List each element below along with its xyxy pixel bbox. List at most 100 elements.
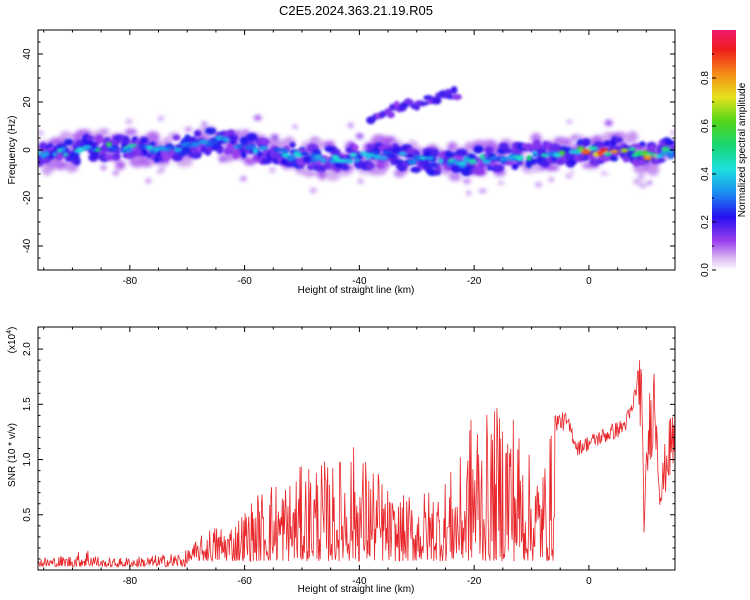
- heatmap-cell: [242, 129, 250, 135]
- heatmap-cell: [229, 139, 236, 145]
- heatmap-cell: [283, 148, 289, 154]
- snr-multiplier: (x104): [6, 327, 18, 354]
- heatmap-cell: [59, 131, 72, 141]
- x-tick-label: 0: [586, 276, 592, 287]
- heatmap-cell: [425, 156, 435, 161]
- heatmap-cell: [303, 170, 316, 177]
- y-tick-label: -20: [22, 190, 33, 205]
- x-tick-label: -40: [352, 276, 367, 287]
- y-tick-label: -40: [22, 238, 33, 253]
- heatmap-cell: [245, 132, 258, 142]
- heatmap-cell: [160, 167, 165, 172]
- heatmap-cell: [539, 166, 544, 171]
- x-tick-label: -80: [123, 576, 138, 587]
- heatmap-cell: [463, 178, 471, 184]
- heatmap-cell: [300, 151, 310, 157]
- heatmap-cell: [254, 115, 262, 121]
- heatmap-cell: [466, 191, 471, 195]
- heatmap-cell: [438, 158, 444, 164]
- x-tick-label: -60: [237, 576, 252, 587]
- heatmap-cell: [309, 153, 316, 159]
- heatmap-cell: [498, 156, 509, 162]
- heatmap-cell: [38, 142, 48, 152]
- heatmap-cell: [227, 134, 239, 142]
- heatmap-cell: [320, 158, 327, 163]
- heatmap-cell: [366, 144, 377, 150]
- heatmap-cell: [459, 161, 467, 165]
- heatmap-cell: [654, 154, 663, 159]
- heatmap-cell: [643, 155, 652, 161]
- heatmap-cell: [345, 155, 352, 159]
- heatmap-cell: [532, 153, 539, 158]
- heatmap-cell: [246, 144, 257, 149]
- heatmap-cell: [600, 171, 609, 176]
- heatmap-cell: [421, 101, 429, 106]
- heatmap-cell: [490, 156, 499, 160]
- snr-series-line: [38, 360, 675, 569]
- heatmap-cell: [52, 152, 58, 157]
- heatmap-cell: [515, 155, 524, 162]
- heatmap-cell: [488, 153, 497, 158]
- heatmap-cell: [604, 120, 613, 126]
- heatmap-cell: [581, 149, 591, 155]
- heatmap-cell: [555, 158, 566, 166]
- colorbar-tick-label: 0.8: [700, 71, 711, 85]
- heatmap-cell: [526, 155, 532, 161]
- heatmap-cell: [73, 156, 81, 166]
- heatmap-cell: [210, 139, 219, 146]
- figure-title: C2E5.2024.363.21.19.R05: [279, 3, 433, 18]
- heatmap-cell: [439, 90, 446, 95]
- spectrogram-ylabel: Frequency (Hz): [7, 116, 18, 185]
- x-tick-label: -40: [352, 576, 367, 587]
- heatmap-cell: [106, 142, 112, 147]
- colorbar-axis: 0.0 0.2 0.4 0.6 0.8: [700, 53, 716, 277]
- heatmap-cell: [94, 134, 104, 144]
- heatmap-cell: [628, 147, 637, 152]
- heatmap-layer: [38, 135, 675, 169]
- heatmap-cell: [451, 93, 462, 101]
- heatmap-cell: [202, 121, 207, 127]
- heatmap-cell: [219, 157, 225, 163]
- heatmap-cell: [63, 152, 69, 157]
- heatmap-cell: [289, 142, 296, 148]
- heatmap-cell: [599, 155, 612, 162]
- heatmap-cell: [407, 159, 417, 165]
- heatmap-cell: [100, 165, 107, 171]
- heatmap-cell: [463, 155, 470, 162]
- heatmap-cell: [356, 133, 364, 139]
- heatmap-cell: [198, 139, 209, 144]
- heatmap-cell: [125, 118, 133, 125]
- heatmap-cell: [565, 174, 573, 178]
- snr-ylabel: SNR (10 * v/v): [7, 423, 18, 487]
- heatmap-cell: [115, 160, 126, 170]
- snr-panel: -80 -60 -40 -20 0 0.5 1.0 1.5 2.0 Height of stra…: [6, 326, 676, 595]
- heatmap-cell: [310, 158, 319, 163]
- colorbar-gradient: [712, 30, 736, 270]
- heatmap-cell: [112, 171, 119, 175]
- heatmap-cell: [127, 143, 138, 147]
- heatmap-cell: [222, 137, 230, 143]
- heatmap-cell: [112, 152, 121, 161]
- heatmap-cell: [569, 169, 575, 173]
- heatmap-cell: [479, 154, 486, 160]
- spectrogram-heatmap: [38, 86, 675, 195]
- heatmap-cell: [549, 177, 554, 182]
- heatmap-cell: [648, 144, 656, 154]
- y-tick-label: 2.0: [22, 342, 33, 356]
- heatmap-cell: [351, 144, 359, 152]
- heatmap-cell: [413, 154, 422, 161]
- heatmap-cell: [365, 162, 376, 169]
- heatmap-cell: [38, 150, 42, 155]
- heatmap-cell: [98, 128, 110, 137]
- heatmap-cell: [372, 150, 380, 156]
- heatmap-cell: [473, 166, 485, 175]
- heatmap-cell: [561, 137, 572, 146]
- heatmap-cell: [639, 182, 647, 188]
- spectrogram-axes: -80 -60 -40 -20 0 -40 -20 0 20 40: [22, 29, 676, 287]
- heatmap-cell: [484, 146, 494, 155]
- heatmap-cell: [165, 145, 174, 150]
- heatmap-cell: [581, 138, 591, 147]
- heatmap-cell: [587, 153, 595, 160]
- colorbar-tick-label: 0.4: [700, 167, 711, 181]
